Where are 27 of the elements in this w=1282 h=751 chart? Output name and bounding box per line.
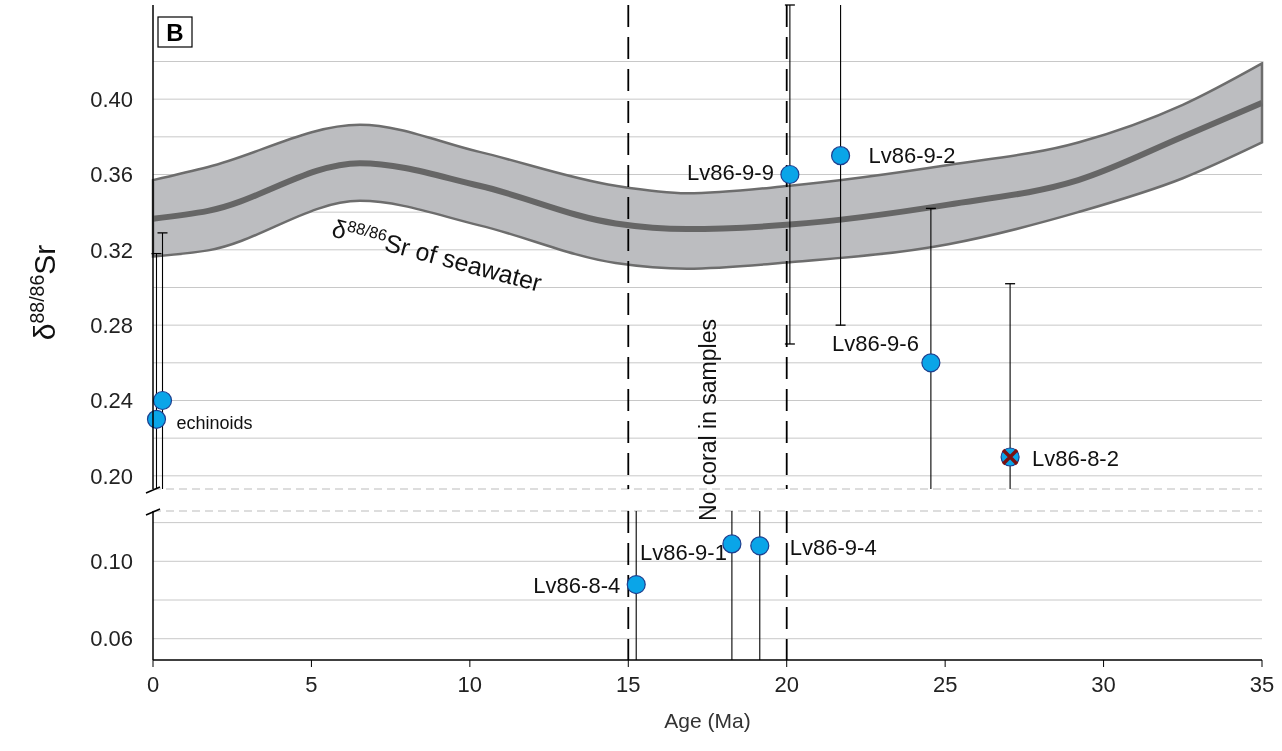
y-tick-label: 0.32 [90,237,133,263]
x-tick-label: 5 [305,672,318,697]
x-tick-label: 35 [1249,672,1275,697]
annotation: No coral in samples [694,319,721,521]
y-tick-label: 0.24 [90,388,133,414]
annotation: Lv86-9-9 [687,160,774,186]
y-tick-label: 0.36 [90,162,133,188]
x-tick-label: 15 [616,672,641,697]
annotation: Lv86-9-2 [868,142,956,168]
annotation: Lv86-9-6 [832,330,919,356]
y-tick-label: 0.06 [90,626,133,652]
annotation: Lv86-9-4 [789,534,877,560]
text: B [166,19,184,46]
y-tick-label: 0.40 [90,86,133,112]
x-tick-label: 0 [146,672,160,697]
y-tick-label: 0.10 [90,549,133,575]
annotation: Lv86-8-4 [533,572,621,598]
annotation: Lv86-9-1 [640,539,727,565]
x-tick-label: 25 [932,672,958,697]
y-tick-label: 0.20 [90,463,133,489]
x-tick-label: 20 [774,672,799,697]
x-axis-title: Age (Ma) [664,709,751,732]
x-tick-label: 30 [1091,672,1116,697]
y-tick-label: 0.28 [90,312,133,338]
x-tick-label: 10 [457,672,483,697]
annotation: Lv86-8-2 [1032,445,1119,471]
annotation: echinoids [176,413,253,434]
